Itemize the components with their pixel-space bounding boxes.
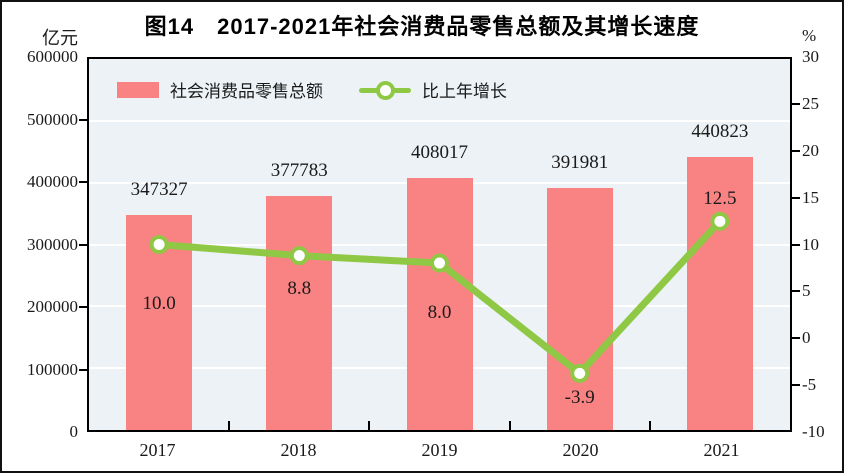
growth-value-label-2020: -3.9 <box>564 387 595 409</box>
right-axis-tickmark <box>792 290 800 293</box>
left-axis-tick-label: 0 <box>69 422 79 441</box>
line-swatch-marker-icon <box>376 80 395 100</box>
right-axis-tick-label: 5 <box>802 281 811 301</box>
left-axis-tickmark <box>79 306 87 308</box>
plot-area: 社会消费品零售总额 比上年增长 347327 377783 408017 391981… <box>87 57 792 432</box>
x-axis-tickmark <box>508 421 511 430</box>
x-axis-label-2019: 2019 <box>421 440 458 460</box>
right-axis-tick-label: 15 <box>802 187 819 207</box>
legend-item-bar: 社会消费品零售总额 <box>117 77 323 102</box>
left-axis-tickmark <box>79 181 87 183</box>
left-axis-tick-label: 200000 <box>27 297 78 316</box>
left-axis-tick-label: 400000 <box>27 172 78 191</box>
left-axis-unit-label: 亿元 <box>42 28 78 48</box>
right-axis-tickmark <box>792 337 800 340</box>
legend-line-label: 比上年增长 <box>422 82 507 101</box>
bar-value-label-2019: 408017 <box>411 141 468 163</box>
growth-value-label-2017: 10.0 <box>142 292 176 314</box>
right-axis-tickmark <box>792 149 800 152</box>
legend-bar-label: 社会消费品零售总额 <box>170 82 323 101</box>
growth-value-label-2019: 8.0 <box>427 302 452 324</box>
right-axis-tick-label: -5 <box>802 375 817 395</box>
x-axis-label-2017: 2017 <box>139 440 176 460</box>
legend-item-line: 比上年增长 <box>359 77 507 102</box>
right-axis-tick-label: 30 <box>802 47 819 66</box>
left-axis-tickmark <box>79 243 87 246</box>
bar-2021 <box>686 157 753 430</box>
right-axis-tickmark <box>792 243 800 246</box>
bar-2020 <box>546 187 613 430</box>
right-axis-tick-label: -10 <box>802 422 825 441</box>
line-series-swatch-icon <box>359 80 411 100</box>
left-axis-tick-label: 600000 <box>27 47 78 66</box>
bar-2019 <box>406 177 473 430</box>
gridline <box>89 119 790 122</box>
right-axis-tick-label: 10 <box>802 234 819 254</box>
x-axis-label-2020: 2020 <box>562 440 599 460</box>
growth-value-label-2018: 8.8 <box>287 277 312 299</box>
x-axis-tickmark <box>648 421 651 430</box>
left-axis-tickmark <box>79 118 87 121</box>
x-axis-label-2018: 2018 <box>280 440 317 460</box>
right-axis-tick-label: 0 <box>802 328 811 348</box>
chart-title: 图14 2017-2021年社会消费品零售总额及其增长速度 <box>144 14 700 39</box>
bar-series-swatch-icon <box>117 81 159 98</box>
right-axis-tickmark <box>792 196 800 199</box>
bar-value-label-2021: 440823 <box>691 121 749 143</box>
bar-2018 <box>266 196 333 430</box>
left-axis-tickmark <box>79 368 87 371</box>
right-axis-tick-label: 25 <box>802 93 819 113</box>
x-axis-label-2021: 2021 <box>703 440 740 460</box>
x-axis-tickmark <box>228 421 231 430</box>
right-axis-tickmark <box>792 384 800 387</box>
legend: 社会消费品零售总额 比上年增长 <box>117 77 507 102</box>
growth-line <box>149 211 730 383</box>
right-axis-unit-label: % <box>802 26 817 45</box>
bar-value-label-2018: 377783 <box>270 160 328 182</box>
growth-value-label-2021: 12.5 <box>703 188 737 210</box>
bar-value-label-2017: 347327 <box>130 179 188 201</box>
left-axis-tick-label: 100000 <box>27 359 78 379</box>
left-axis-tick-label: 500000 <box>27 109 78 129</box>
right-axis-tickmark <box>792 102 800 105</box>
bar-value-label-2020: 391981 <box>551 151 609 173</box>
left-axis-tick-label: 300000 <box>27 234 78 254</box>
x-axis-tickmark <box>368 421 371 430</box>
right-axis-tick-label: 20 <box>802 140 819 160</box>
